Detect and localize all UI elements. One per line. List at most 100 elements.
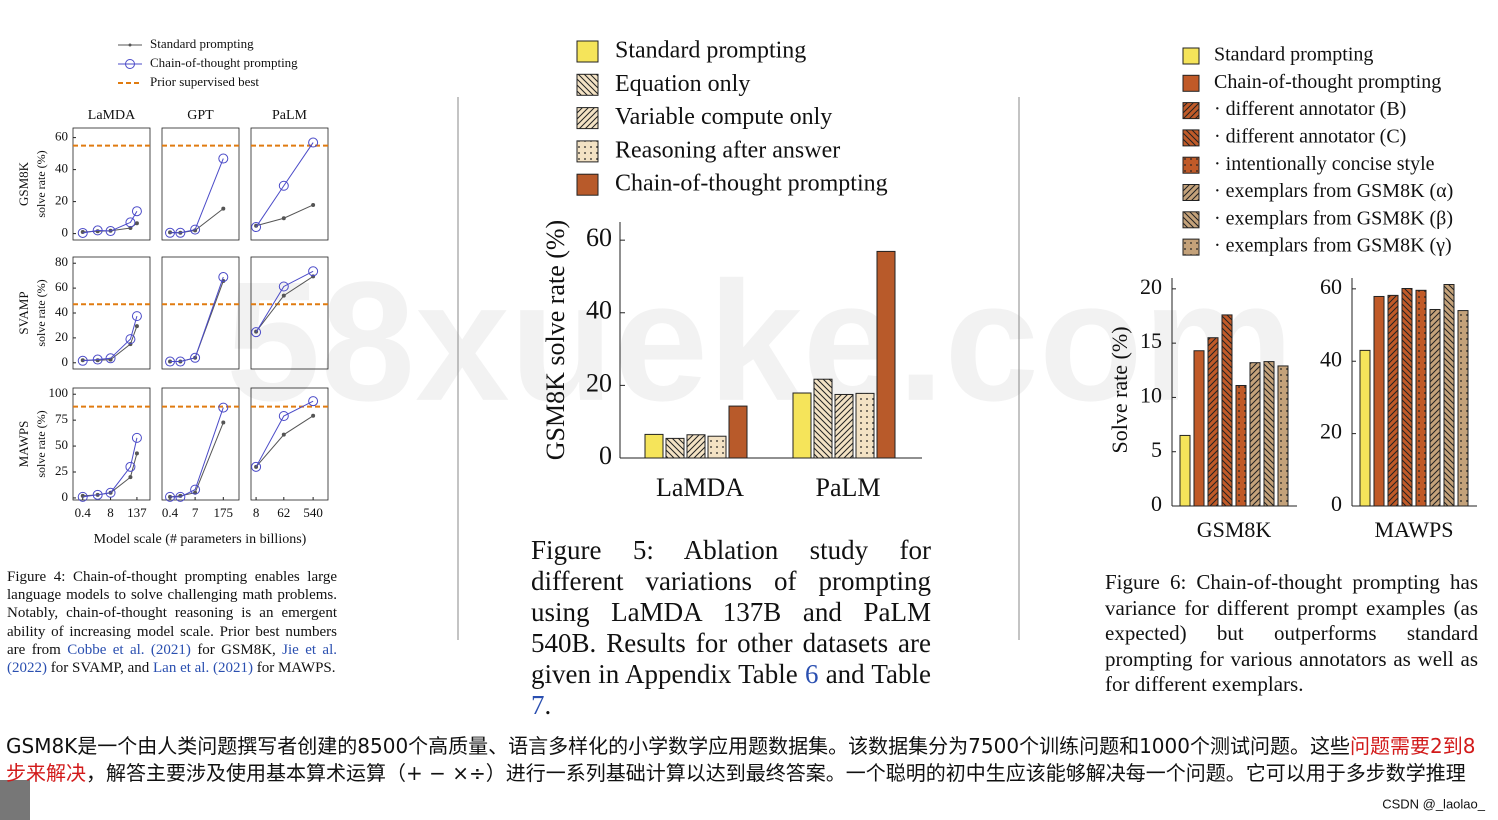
- data-point: [77, 355, 88, 366]
- row-label: SVAMP: [16, 291, 31, 334]
- legend-swatch: [1182, 129, 1200, 147]
- series-line: [170, 158, 224, 234]
- data-point: [190, 352, 201, 363]
- bar: [686, 434, 706, 459]
- bar: [834, 393, 854, 459]
- bar: [644, 433, 664, 459]
- plot-frame: [72, 387, 151, 501]
- bar: [876, 250, 896, 459]
- row-label: MAWPS: [16, 421, 31, 468]
- link[interactable]: Lan et al. (2021): [153, 660, 253, 677]
- bar: [1401, 287, 1413, 507]
- credit: CSDN @_laolao_: [1382, 796, 1486, 811]
- legend-swatch: [576, 140, 599, 163]
- data-point: [92, 354, 103, 365]
- bar: [813, 378, 833, 459]
- plot-frame: [250, 387, 329, 501]
- column-title: GPT: [187, 108, 214, 123]
- y-axis-label: GSM8K solve rate (%): [541, 220, 570, 460]
- plot-frame: [72, 127, 151, 241]
- y-tick-label: 40: [1320, 346, 1342, 371]
- bar: [1387, 294, 1399, 507]
- data-point: [131, 311, 142, 322]
- legend-swatch: [576, 173, 599, 196]
- data-point: [311, 413, 316, 418]
- link[interactable]: 7: [531, 690, 545, 720]
- data-point: [128, 475, 133, 480]
- legend-label: Chain-of-thought prompting: [150, 55, 298, 70]
- legend-label: · exemplars from GSM8K (γ): [1214, 235, 1452, 257]
- y-tick-label: 40: [55, 161, 68, 176]
- data-point: [311, 202, 316, 207]
- y-tick-label: 50: [55, 437, 68, 452]
- data-point: [125, 461, 136, 472]
- data-point: [105, 353, 116, 364]
- data-point: [218, 402, 229, 413]
- row-unit: solve rate (%): [34, 150, 48, 217]
- y-tick-label: 0: [62, 225, 69, 240]
- text: for MAWPS.: [252, 660, 336, 677]
- x-tick-label: 0.4: [162, 505, 179, 520]
- data-point: [125, 217, 136, 228]
- data-point: [165, 227, 176, 238]
- y-tick-label: 75: [55, 411, 68, 426]
- y-tick-label: 10: [1140, 382, 1162, 407]
- series-line: [170, 280, 224, 363]
- y-tick-label: 60: [1320, 274, 1342, 299]
- caption: Figure 5: Ablation study for different v…: [531, 535, 931, 721]
- data-point: [218, 272, 229, 283]
- series-line: [170, 407, 224, 498]
- data-point: [134, 451, 139, 456]
- series-line: [82, 437, 138, 498]
- row-unit: solve rate (%): [34, 410, 48, 477]
- data-point: [281, 293, 286, 298]
- bar: [1415, 289, 1427, 507]
- data-point: [251, 327, 262, 338]
- bar: [1193, 350, 1205, 507]
- link[interactable]: Cobbe et al. (2021): [67, 641, 191, 658]
- data-point: [125, 334, 136, 345]
- legend-label: · different annotator (C): [1214, 125, 1406, 147]
- bar: [728, 405, 748, 459]
- x-tick-label: 175: [214, 505, 234, 520]
- data-point: [134, 324, 139, 329]
- y-tick-label: 60: [586, 223, 612, 252]
- link[interactable]: 6: [804, 659, 819, 689]
- data-point: [278, 281, 289, 292]
- data-point: [308, 266, 319, 277]
- legend-swatch: [128, 43, 132, 47]
- x-tick-label: LaMDA: [656, 473, 744, 502]
- series-line: [169, 422, 224, 498]
- x-tick-label: 8: [107, 505, 114, 520]
- legend-label: Standard prompting: [150, 36, 254, 51]
- data-point: [77, 491, 88, 502]
- caption: Figure 6: Chain-of-thought prompting has…: [1105, 570, 1478, 698]
- y-tick-label: 60: [55, 129, 68, 144]
- bar: [855, 392, 875, 459]
- y-tick-label: 80: [55, 254, 68, 269]
- text: ，解答主要涉及使用基本算术运算（+ − ×÷）进行一系列基础计算以达到最终答案。…: [86, 761, 1466, 785]
- text: 问题需要2到8步来解决: [6, 734, 1476, 785]
- y-tick-label: 0: [599, 441, 612, 470]
- series-line: [255, 270, 314, 333]
- bar: [1373, 295, 1385, 507]
- plot-frame: [161, 387, 240, 501]
- y-tick-label: 25: [55, 463, 68, 478]
- bar: [707, 435, 727, 459]
- bar: [1263, 361, 1275, 507]
- column-title: PaLM: [272, 108, 308, 123]
- series-line: [82, 453, 138, 497]
- legend-label: · exemplars from GSM8K (α): [1214, 180, 1453, 202]
- link[interactable]: Jie et al. (2022): [7, 641, 337, 677]
- legend-label: · exemplars from GSM8K (β): [1214, 207, 1453, 229]
- x-tick-label: 540: [303, 505, 323, 520]
- note: GSM8K是一个由人类问题撰写者创建的8500个高质量、语言多样化的小学数学应用…: [6, 733, 1486, 787]
- data-point: [165, 356, 176, 367]
- data-point: [105, 487, 116, 498]
- data-point: [131, 206, 142, 217]
- legend-label: Standard prompting: [615, 38, 806, 64]
- data-point: [175, 356, 186, 367]
- data-point: [131, 432, 142, 443]
